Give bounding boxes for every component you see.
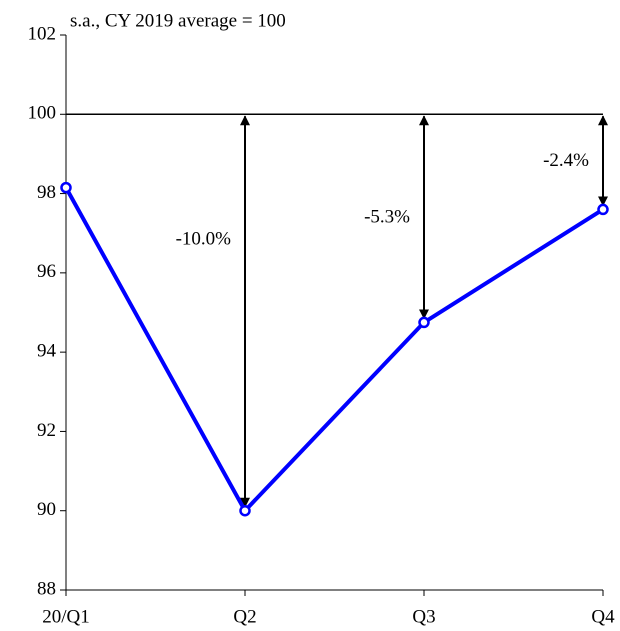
data-point <box>597 203 609 216</box>
y-tick-label: 98 <box>37 182 56 203</box>
x-tick-label: Q4 <box>591 606 615 627</box>
y-tick-label: 94 <box>37 341 57 362</box>
series-line <box>64 186 605 515</box>
annotation-label: -2.4% <box>543 150 589 171</box>
x-tick-label: Q3 <box>412 606 435 627</box>
subtitle: s.a., CY 2019 average = 100 <box>70 10 286 31</box>
data-point <box>60 181 72 194</box>
y-tick-label: 92 <box>37 420 56 441</box>
y-tick-label: 88 <box>37 578 56 599</box>
x-tick-label: Q2 <box>233 606 256 627</box>
annotation-label: -10.0% <box>176 229 232 250</box>
data-point <box>239 504 251 517</box>
y-tick-label: 100 <box>28 103 57 124</box>
y-tick-label: 90 <box>37 499 56 520</box>
y-tick-label: 96 <box>37 261 56 282</box>
annotation-label: -5.3% <box>364 207 410 228</box>
x-tick-label: 20/Q1 <box>42 606 90 627</box>
y-tick-label: 102 <box>28 23 57 44</box>
data-point <box>418 316 430 329</box>
